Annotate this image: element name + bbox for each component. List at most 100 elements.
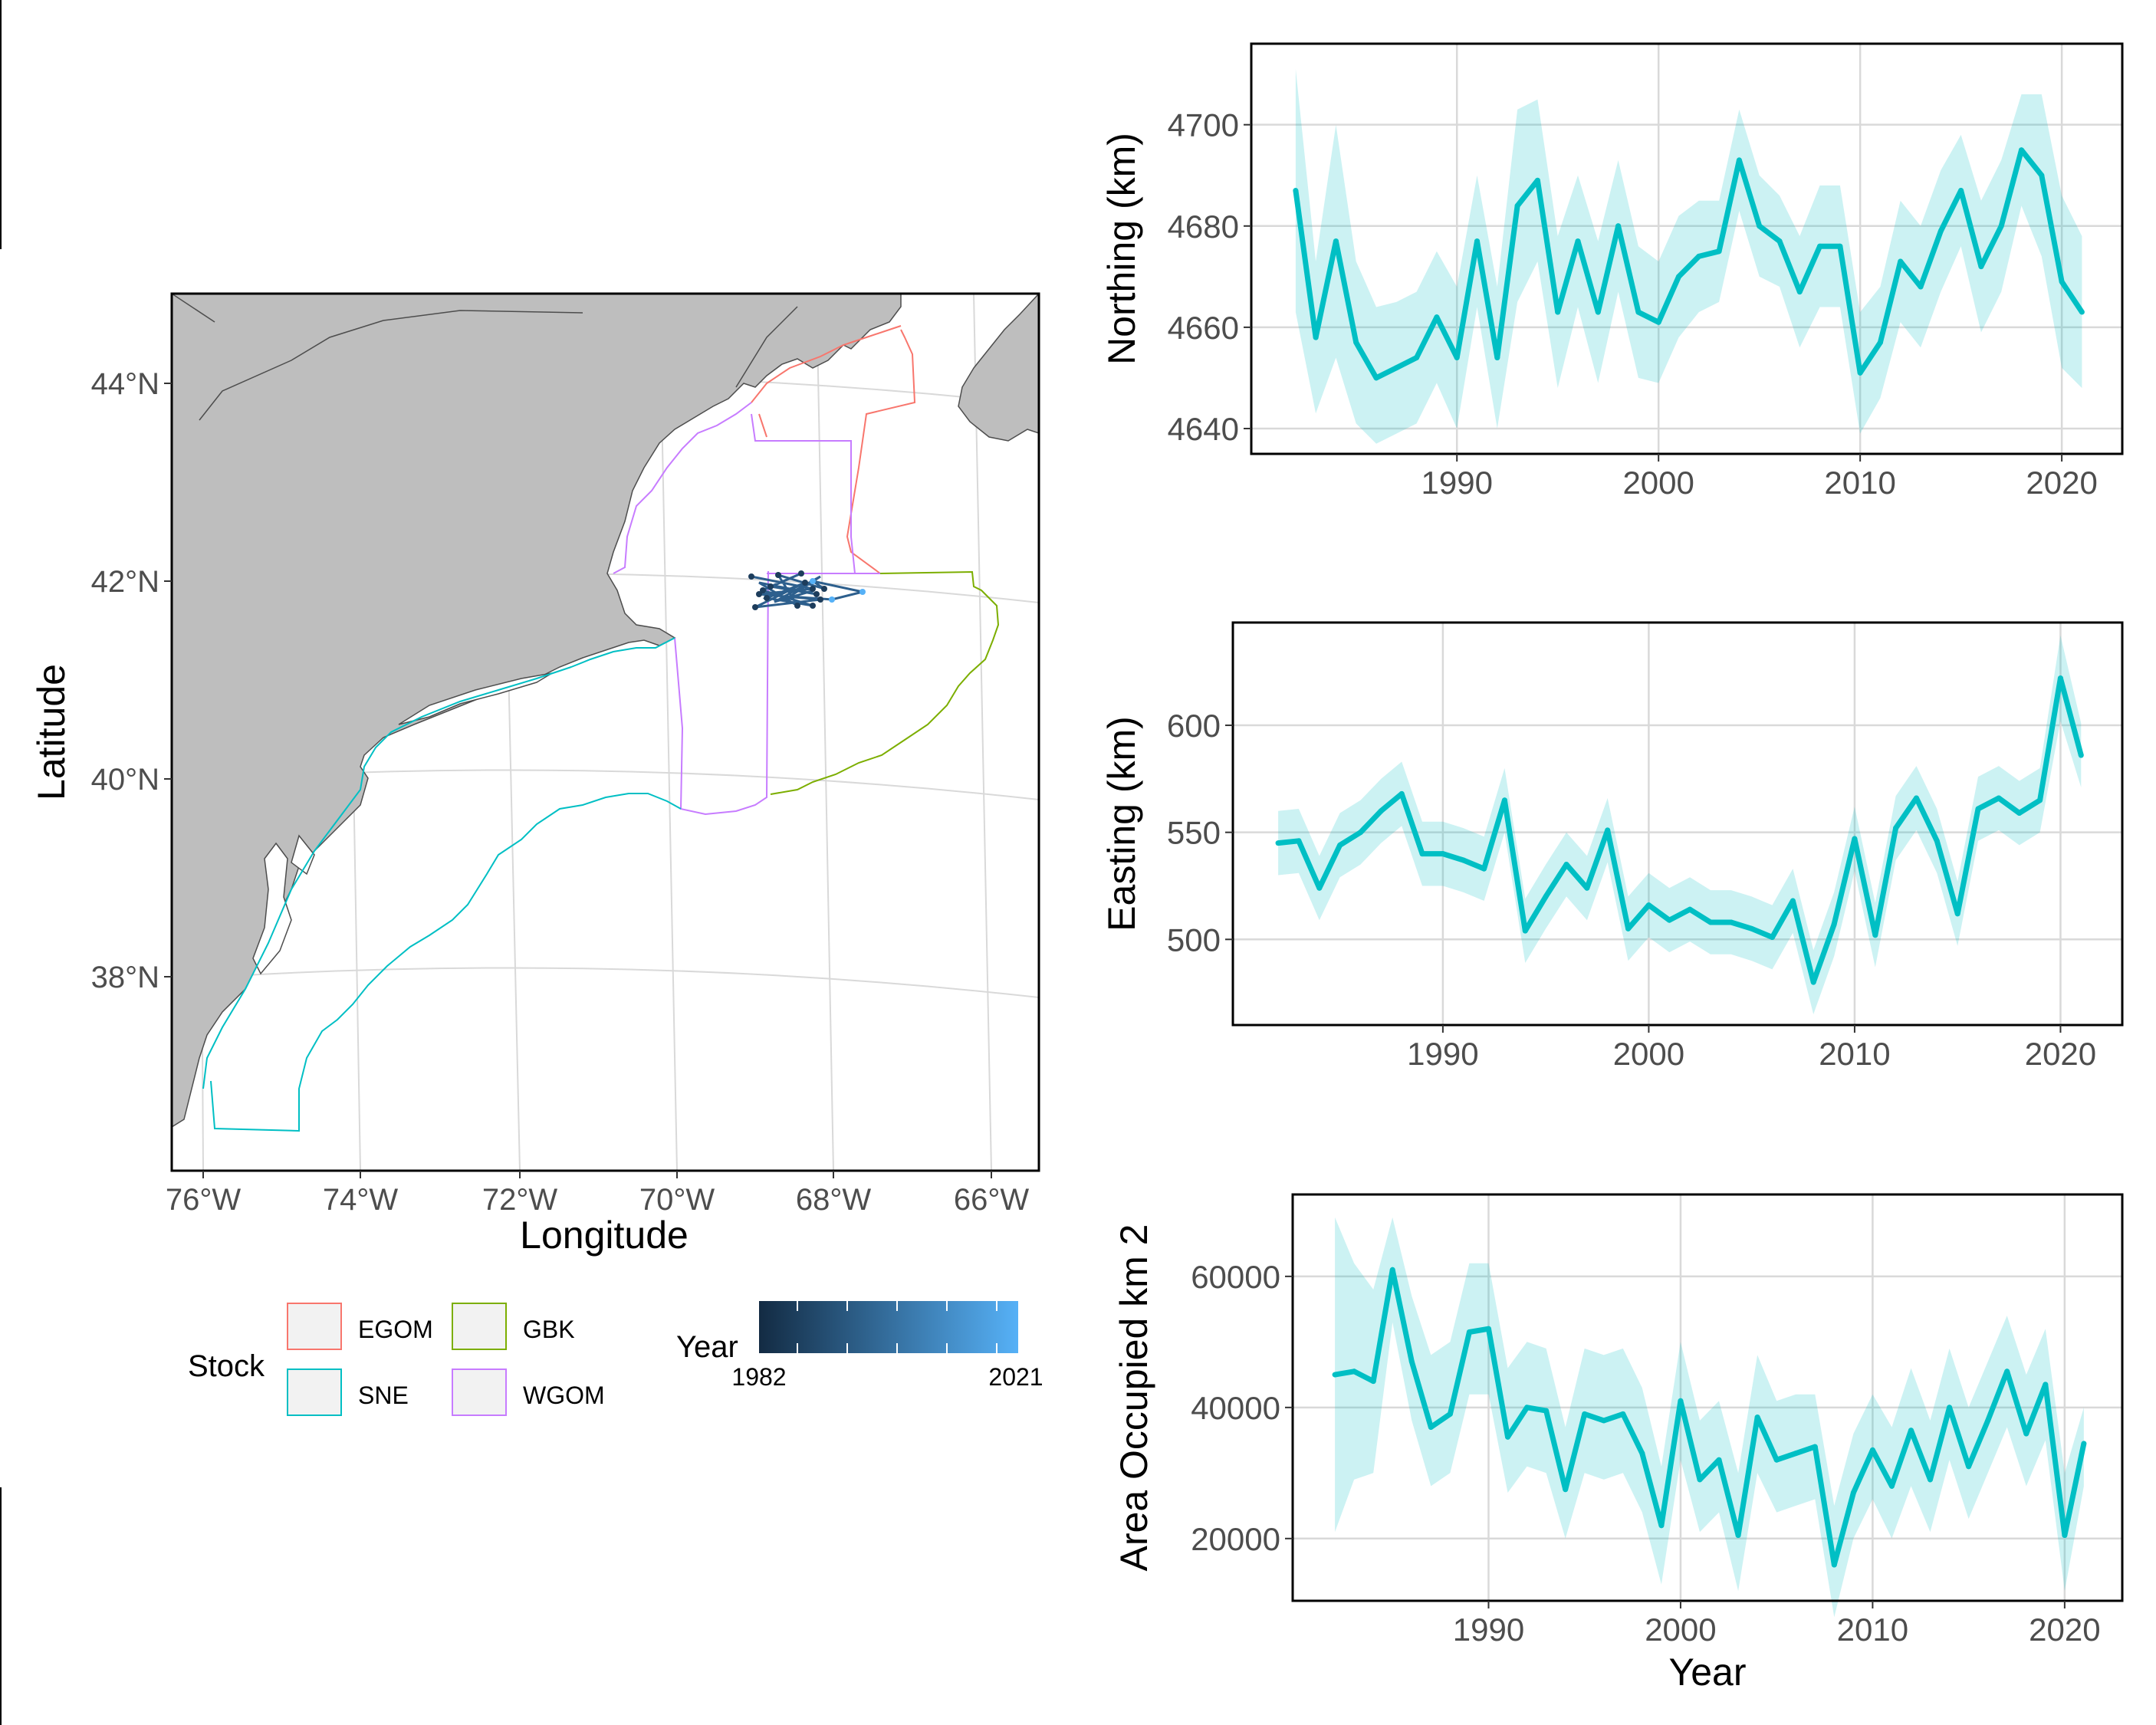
data-point xyxy=(1563,1487,1569,1493)
data-point xyxy=(1888,1483,1895,1489)
data-point xyxy=(1461,857,1467,863)
data-point xyxy=(1454,355,1460,361)
data-point xyxy=(1975,806,1981,812)
data-point xyxy=(1615,223,1622,229)
data-point xyxy=(2037,797,2043,803)
data-point xyxy=(1937,228,1944,234)
stock-areas xyxy=(202,325,1000,1132)
y-tick-label: 40000 xyxy=(1191,1390,1280,1426)
data-point xyxy=(1316,885,1323,891)
stock-area-gbk xyxy=(770,570,1000,795)
x-tick-label: 2020 xyxy=(2029,1612,2100,1648)
legend-label-egom: EGOM xyxy=(358,1316,433,1343)
time-series-panel-3: 1990 2000 2010 2020 20000 40000 60000 Area Occu… xyxy=(1113,1193,2124,1694)
data-point xyxy=(1555,309,1561,315)
data-point xyxy=(1485,1326,1491,1332)
data-point xyxy=(1428,1424,1434,1430)
data-point xyxy=(1543,1408,1550,1414)
data-point xyxy=(1696,253,1702,259)
series-line xyxy=(1334,1267,2087,1568)
year-legend-max: 2021 xyxy=(988,1363,1043,1391)
map-x-tick-label: 72°W xyxy=(482,1183,557,1217)
data-point xyxy=(1958,188,1964,194)
data-point xyxy=(2057,675,2063,682)
x-tick-label: 1990 xyxy=(1421,465,1493,501)
map-x-tick-label: 70°W xyxy=(639,1183,715,1217)
map-water-delaware-bay xyxy=(291,834,315,876)
y-axis-title: Area Occupied km 2 xyxy=(1113,1224,1155,1572)
stock-area-wgom xyxy=(613,402,880,816)
y-tick-label: 500 xyxy=(1167,922,1221,958)
data-point xyxy=(2059,278,2065,284)
data-point xyxy=(1625,925,1632,932)
data-point xyxy=(2019,147,2025,153)
data-point xyxy=(1898,258,1904,264)
series-line xyxy=(1277,675,2084,985)
data-point xyxy=(1687,906,1693,912)
data-point xyxy=(1466,1329,1472,1336)
data-point xyxy=(1373,375,1379,381)
legend-key-wgom xyxy=(452,1368,507,1416)
data-point xyxy=(1474,238,1481,245)
time-series-panel-1: 1990 2000 2010 2020 4640 4660 4680 4700 Northing… xyxy=(1100,42,2124,501)
data-point xyxy=(1908,1428,1914,1434)
data-point xyxy=(1790,898,1796,904)
data-point xyxy=(1575,238,1581,245)
time-series-panel-2: 1990 2000 2010 2020 500 550 600 Easting (km) xyxy=(1100,621,2124,1072)
time-series-panels: 1990 2000 2010 2020 4640 4660 4680 4700 Northing… xyxy=(1100,42,2124,1694)
data-point xyxy=(1378,808,1384,814)
confidence-ribbon xyxy=(1335,1217,2084,1618)
data-point xyxy=(2078,752,2084,758)
panel-background xyxy=(1293,1194,2122,1601)
x-tick-label: 2020 xyxy=(2025,1036,2096,1072)
data-point xyxy=(1408,1359,1415,1365)
x-tick-label: 1990 xyxy=(1407,1036,1478,1072)
data-point xyxy=(1697,1477,1703,1483)
map-panel: 44°N 42°N 40°N 38°N 76°W 74°W 72°W 70°W … xyxy=(30,292,1043,1416)
y-tick-label: 4700 xyxy=(1168,107,1239,143)
map-y-axis-title: Latitude xyxy=(30,664,73,800)
data-point xyxy=(1337,842,1343,848)
centroid-trajectory xyxy=(748,570,866,610)
stock-area-sne xyxy=(202,637,682,1132)
data-point xyxy=(1850,1490,1856,1496)
x-tick-label: 2000 xyxy=(1613,1036,1684,1072)
data-point xyxy=(1996,795,2002,801)
data-point xyxy=(1998,223,2004,229)
panel-frame xyxy=(1231,621,2124,1027)
x-tick-label: 2010 xyxy=(1837,1612,1908,1648)
data-point xyxy=(1522,928,1528,934)
data-point xyxy=(1954,911,1960,917)
data-point xyxy=(1357,830,1363,836)
year-colorbar xyxy=(759,1301,1018,1353)
data-point xyxy=(2081,1441,2087,1447)
stock-legend: Stock EGOM GBK SNE WGOM xyxy=(188,1303,605,1416)
data-point xyxy=(1313,334,1319,340)
x-tick-label: 2000 xyxy=(1645,1612,1716,1648)
y-axis-title: Easting (km) xyxy=(1100,716,1143,932)
map-x-tick-label: 76°W xyxy=(166,1183,241,1217)
data-point xyxy=(1913,795,1919,801)
panel-frame xyxy=(1291,1193,2124,1602)
data-point xyxy=(1293,188,1299,194)
data-point xyxy=(1563,862,1569,868)
data-point xyxy=(2079,309,2085,315)
data-point xyxy=(1584,885,1590,891)
data-point xyxy=(2023,1431,2029,1437)
data-point xyxy=(1707,919,1714,925)
data-point xyxy=(1893,825,1899,831)
legend-key-gbk xyxy=(452,1303,507,1350)
data-point xyxy=(1481,866,1487,872)
y-tick-label: 20000 xyxy=(1191,1521,1280,1557)
map-land-nova-scotia xyxy=(958,294,1039,442)
map-water-chesapeake xyxy=(252,842,292,975)
data-point xyxy=(1543,893,1549,899)
y-tick-label: 4640 xyxy=(1168,411,1239,447)
data-point xyxy=(1440,851,1446,857)
data-point xyxy=(1296,838,1302,844)
data-point xyxy=(1582,1411,1588,1417)
data-point xyxy=(1831,1562,1837,1568)
data-point xyxy=(1639,1451,1645,1457)
stock-legend-title: Stock xyxy=(188,1349,265,1383)
data-point xyxy=(1716,1457,1722,1463)
